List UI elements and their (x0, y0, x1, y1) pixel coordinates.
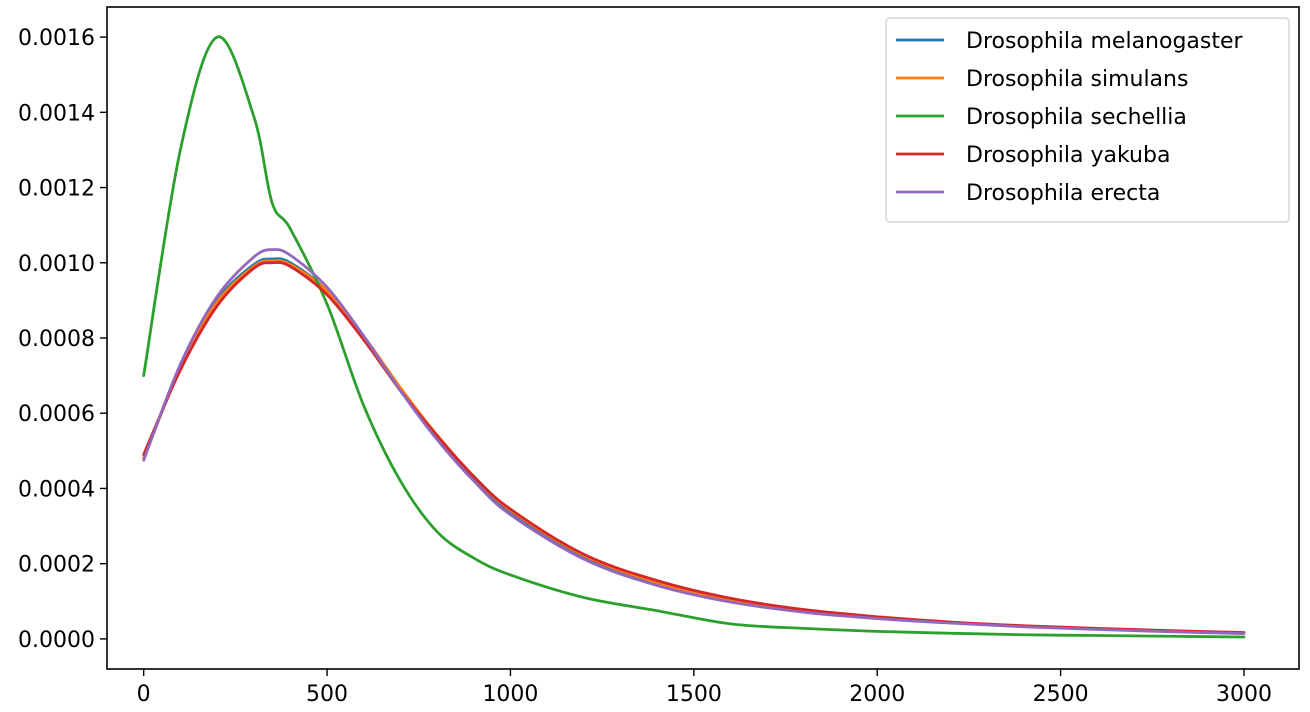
x-tick-label: 1500 (666, 682, 722, 707)
y-tick-label: 0.0002 (18, 553, 95, 578)
y-tick-label: 0.0000 (18, 628, 95, 653)
series-layer (142, 35, 1246, 639)
y-tick-label: 0.0012 (18, 177, 95, 202)
series-line (142, 261, 1246, 634)
x-axis: 0 500 1000 1500 2000 2500 3000 (137, 669, 1272, 707)
y-tick-label: 0.0004 (18, 477, 95, 502)
legend: Drosophila melanogaster Drosophila simula… (885, 17, 1290, 223)
x-tick-label: 500 (306, 682, 348, 707)
y-tick-label: 0.0006 (18, 402, 95, 427)
x-tick-label: 2000 (849, 682, 905, 707)
series-line (142, 257, 1246, 635)
y-axis: 0.0000 0.0002 0.0004 0.0006 0.0008 0.0010 0.00… (18, 26, 107, 653)
y-tick-label: 0.0010 (18, 252, 95, 277)
series-line (142, 259, 1246, 635)
legend-label: Drosophila simulans (966, 67, 1188, 92)
legend-label: Drosophila melanogaster (966, 29, 1244, 54)
y-tick-label: 0.0016 (18, 26, 95, 51)
y-tick-label: 0.0008 (18, 327, 95, 352)
legend-box (885, 17, 1290, 223)
legend-label: Drosophila erecta (966, 181, 1160, 206)
y-tick-label: 0.0014 (18, 101, 95, 126)
x-tick-label: 2500 (1033, 682, 1089, 707)
x-tick-label: 0 (137, 682, 151, 707)
legend-label: Drosophila yakuba (966, 143, 1170, 168)
x-tick-label: 1000 (482, 682, 538, 707)
legend-label: Drosophila sechellia (966, 105, 1187, 130)
series-line (142, 35, 1246, 639)
x-tick-label: 3000 (1216, 682, 1272, 707)
series-line (142, 248, 1246, 636)
